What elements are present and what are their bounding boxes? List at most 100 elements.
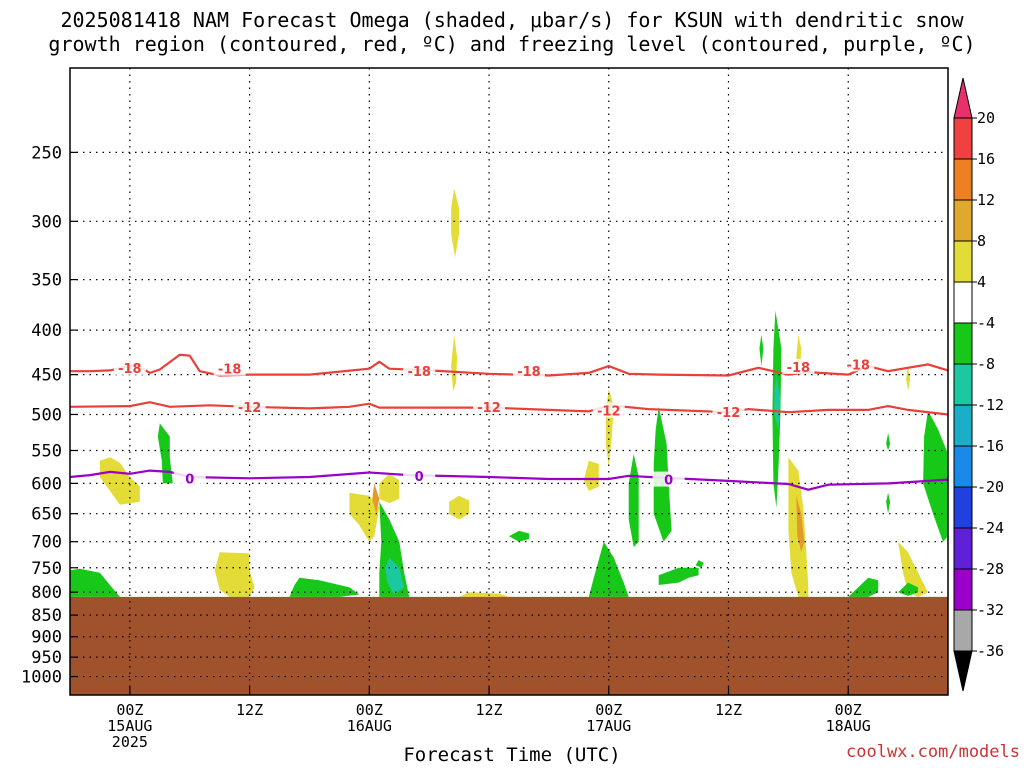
contour-label: 0: [664, 474, 673, 489]
colorbar-top-arrow: [953, 77, 973, 119]
omega-shading-layer: [70, 188, 948, 597]
contour-label: -18: [407, 365, 431, 380]
contour-label: -12: [597, 405, 621, 420]
contour-label-background: [512, 363, 545, 379]
y-tick-label: 250: [31, 143, 62, 163]
omega-shaded-region: [886, 492, 891, 514]
y-tick-label: 350: [31, 271, 62, 291]
contour-label-background: [403, 363, 436, 379]
omega-shaded-region: [774, 374, 781, 430]
x-tick-label: 15AUG: [107, 717, 152, 735]
colorbar-segment: [953, 404, 973, 447]
colorbar-segment: [953, 322, 973, 365]
contour-label: 0: [415, 470, 424, 485]
colorbar-label: -16: [977, 437, 1004, 455]
colorbar-bottom-arrow: [953, 650, 973, 692]
contour-label: -18: [787, 361, 811, 376]
contour-label: -12: [717, 406, 741, 421]
omega-shaded-region: [459, 592, 509, 597]
omega-shaded-region: [449, 495, 470, 520]
omega-shaded-region: [157, 423, 173, 484]
y-tick-label: 550: [31, 442, 62, 462]
contour-label: -12: [477, 401, 501, 416]
colorbar-segment: [953, 609, 973, 652]
colorbar-label: -12: [977, 396, 1004, 414]
y-tick-label: 300: [31, 212, 62, 232]
colorbar-segment: [953, 117, 973, 160]
omega-shaded-region: [385, 557, 405, 595]
y-tick-label: 650: [31, 505, 62, 525]
colorbar-label: 20: [977, 109, 995, 127]
contour-label-background: [403, 467, 436, 483]
colorbar-segment: [953, 568, 973, 611]
omega-shaded-region: [605, 388, 614, 468]
chart-title-line-1: 2025081418 NAM Forecast Omega (shaded, μ…: [60, 8, 964, 32]
contour-layer: -18 -18 -18 -18 -18 -18 -12 -12 -12 -12 0 0 0: [70, 353, 948, 491]
x-tick-label: 12Z: [715, 701, 742, 719]
x-tick-label: 00Z: [835, 701, 862, 719]
contour-label-background: [782, 358, 815, 374]
colorbar-segment: [953, 486, 973, 529]
omega-shaded-region: [898, 541, 928, 597]
grid-layer: [70, 68, 948, 695]
colorbar-segment: [953, 199, 973, 242]
omega-shaded-region: [372, 483, 380, 514]
omega-shaded-region: [796, 495, 805, 553]
y-tick-label: 450: [31, 366, 62, 386]
x-tick-label: 17AUG: [586, 717, 631, 735]
x-tick-label: 00Z: [116, 701, 143, 719]
colorbar-label: 4: [977, 273, 986, 291]
colorbar-label: -36: [977, 642, 1004, 660]
x-tick-label: 00Z: [595, 701, 622, 719]
y-tick-label: 950: [31, 648, 62, 668]
colorbar-label: 16: [977, 150, 995, 168]
contour-label-background: [173, 470, 206, 486]
omega-shaded-region: [99, 457, 140, 505]
colorbar-label: 12: [977, 191, 995, 209]
contour-line: [70, 401, 948, 416]
y-tick-label: 700: [31, 533, 62, 553]
omega-shaded-region: [451, 188, 460, 258]
y-tick-label: 600: [31, 474, 62, 494]
x-tick-label: 16AUG: [347, 717, 392, 735]
colorbar-label: -4: [977, 314, 995, 332]
contour-label-background: [473, 398, 506, 414]
contour-label: -18: [118, 362, 142, 377]
x-tick-label: 12Z: [475, 701, 502, 719]
colorbar-segment: [953, 363, 973, 406]
contour-label-background: [712, 404, 745, 420]
y-tick-label: 400: [31, 321, 62, 341]
credit-link[interactable]: coolwx.com/models: [846, 742, 1020, 762]
omega-shaded-region: [658, 567, 699, 585]
colorbar-segment: [953, 158, 973, 201]
contour-label-background: [592, 402, 625, 418]
y-axis-ticks: 2503003504004505005506006507007508008509…: [21, 143, 78, 688]
colorbar-label: 8: [977, 232, 986, 250]
x-tick-label: 18AUG: [826, 717, 871, 735]
contour-label-background: [652, 471, 685, 487]
contour-label-background: [113, 359, 146, 375]
omega-shaded-region: [214, 552, 255, 597]
colorbar-label: -8: [977, 355, 995, 373]
omega-shaded-region: [848, 577, 879, 597]
x-axis-title: Forecast Time (UTC): [403, 744, 621, 766]
y-tick-label: 1000: [21, 668, 62, 688]
contour-line: [70, 353, 948, 377]
y-tick-label: 850: [31, 606, 62, 626]
omega-shaded-region: [906, 366, 911, 392]
omega-shaded-region: [349, 492, 380, 542]
contour-label-background: [213, 360, 246, 376]
contour-label: -18: [846, 358, 870, 373]
colorbar-segment: [953, 240, 973, 283]
y-tick-label: 750: [31, 559, 62, 579]
x-tick-label: 00Z: [356, 701, 383, 719]
contour-label: -18: [517, 365, 541, 380]
contour-label-background: [842, 356, 875, 372]
colorbar-label: -32: [977, 601, 1004, 619]
colorbar-segment: [953, 445, 973, 488]
y-tick-label: 900: [31, 628, 62, 648]
ground-layer: [70, 596, 948, 695]
colorbar-label: -24: [977, 519, 1004, 537]
